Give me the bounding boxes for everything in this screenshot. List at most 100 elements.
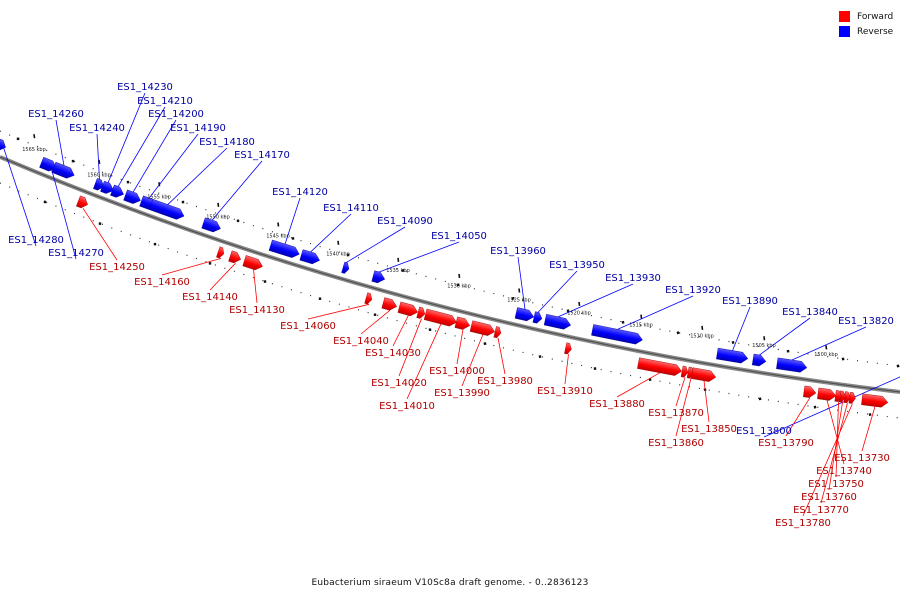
gene-es1-13840[interactable] [751,353,767,367]
forward-gene-arrow[interactable] [637,357,682,377]
forward-gene-arrow[interactable] [843,391,851,404]
reverse-gene-arrow[interactable] [268,239,301,259]
gene-label[interactable]: ES1_14030 [365,348,421,359]
forward-gene-arrow[interactable] [817,387,837,401]
gene-label[interactable]: ES1_14190 [170,123,226,134]
reverse-gene-arrow[interactable] [51,161,77,180]
gene-es1-14170[interactable] [201,217,223,234]
reverse-gene-arrow[interactable] [0,138,8,152]
gene-label[interactable]: ES1_13840 [782,307,838,318]
gene-label[interactable]: ES1_13820 [838,316,894,327]
forward-gene-arrow[interactable] [381,297,398,312]
gene-es1-13950[interactable] [532,311,543,324]
forward-gene-arrow[interactable] [493,326,502,339]
gene-label[interactable]: ES1_13960 [490,246,546,257]
gene-label[interactable]: ES1_14170 [234,150,290,161]
reverse-gene-arrow[interactable] [299,249,321,266]
gene-label[interactable]: ES1_13880 [589,399,645,410]
gene-label[interactable]: ES1_14240 [69,123,125,134]
reverse-gene-arrow[interactable] [201,217,223,234]
gene-label[interactable]: ES1_13980 [477,376,533,387]
reverse-gene-arrow[interactable] [93,178,105,191]
gene-es1-13770[interactable] [843,391,851,404]
reverse-gene-arrow[interactable] [100,180,115,196]
gene-label[interactable]: ES1_13750 [808,479,864,490]
gene-label[interactable]: ES1_14010 [379,401,435,412]
gene-label[interactable]: ES1_13890 [722,296,778,307]
gene-es1-13930[interactable] [543,313,572,330]
forward-gene-arrow[interactable] [423,308,458,328]
reverse-gene-arrow[interactable] [110,184,125,200]
reverse-gene-arrow[interactable] [751,353,767,367]
gene-es1-14050[interactable] [371,270,387,285]
gene-label[interactable]: ES1_14180 [199,137,255,148]
gene-es1-13990[interactable] [469,320,496,337]
gene-es1-14120[interactable] [268,239,301,259]
reverse-gene-arrow[interactable] [776,357,808,373]
gene-label[interactable]: ES1_14210 [137,96,193,107]
gene-label[interactable]: ES1_13770 [793,505,849,516]
gene-label[interactable]: ES1_14270 [48,248,104,259]
gene-es1-13790[interactable] [803,385,817,399]
forward-gene-arrow[interactable] [564,342,572,355]
reverse-gene-arrow[interactable] [514,307,535,323]
reverse-gene-arrow[interactable] [591,324,643,345]
gene-label[interactable]: ES1_13860 [648,438,704,449]
forward-gene-arrow[interactable] [803,385,817,399]
forward-gene-arrow[interactable] [216,246,225,259]
gene-label[interactable]: ES1_14130 [229,305,285,316]
forward-gene-arrow[interactable] [416,306,427,319]
gene-es1-13820[interactable] [776,357,808,373]
gene-es1-13780[interactable] [848,391,856,404]
gene-label[interactable]: ES1_14060 [280,321,336,332]
reverse-gene-arrow[interactable] [532,311,543,324]
gene-label[interactable]: ES1_13920 [665,285,721,296]
reverse-gene-arrow[interactable] [341,261,351,274]
gene-es1-14250[interactable] [76,195,89,210]
gene-es1-14200[interactable] [123,189,143,206]
gene-es1-14000[interactable] [454,316,471,331]
forward-gene-arrow[interactable] [397,301,419,318]
gene-es1-14280[interactable] [0,138,8,152]
gene-label[interactable]: ES1_14110 [323,203,379,214]
gene-label[interactable]: ES1_13800 [736,426,792,437]
gene-es1-14110[interactable] [299,249,321,266]
gene-es1-14130[interactable] [242,255,264,271]
gene-label[interactable]: ES1_13790 [758,438,814,449]
forward-gene-arrow[interactable] [76,195,89,210]
gene-es1-13850[interactable] [690,367,717,383]
gene-label[interactable]: ES1_13780 [775,518,831,529]
gene-label[interactable]: ES1_14160 [134,277,190,288]
gene-label[interactable]: ES1_14200 [148,109,204,120]
gene-es1-13870[interactable] [680,365,689,378]
gene-label[interactable]: ES1_14140 [182,292,238,303]
gene-es1-14230[interactable] [100,180,115,196]
gene-label[interactable]: ES1_14120 [272,187,328,198]
gene-es1-13880[interactable] [637,357,682,377]
gene-label[interactable]: ES1_14250 [89,262,145,273]
gene-es1-14240[interactable] [93,178,105,191]
forward-gene-arrow[interactable] [364,292,374,305]
gene-label[interactable]: ES1_14230 [117,82,173,93]
gene-es1-14160[interactable] [216,246,225,259]
gene-label[interactable]: ES1_14040 [333,336,389,347]
gene-es1-14040[interactable] [381,297,398,312]
gene-es1-13910[interactable] [564,342,572,355]
forward-gene-arrow[interactable] [680,365,689,378]
gene-es1-14030[interactable] [397,301,419,318]
gene-es1-14180[interactable] [148,198,186,221]
gene-label[interactable]: ES1_14260 [28,109,84,120]
reverse-gene-arrow[interactable] [148,198,186,221]
gene-es1-13740[interactable] [817,387,837,401]
gene-es1-14090[interactable] [341,261,351,274]
gene-label[interactable]: ES1_13740 [816,466,872,477]
gene-label[interactable]: ES1_13990 [434,388,490,399]
gene-es1-14210[interactable] [110,184,125,200]
gene-es1-13980[interactable] [493,326,502,339]
gene-label[interactable]: ES1_14000 [429,366,485,377]
gene-label[interactable]: ES1_13950 [549,260,605,271]
gene-es1-13890[interactable] [716,347,749,364]
reverse-gene-arrow[interactable] [716,347,749,364]
reverse-gene-arrow[interactable] [123,189,143,206]
forward-gene-arrow[interactable] [861,393,889,408]
